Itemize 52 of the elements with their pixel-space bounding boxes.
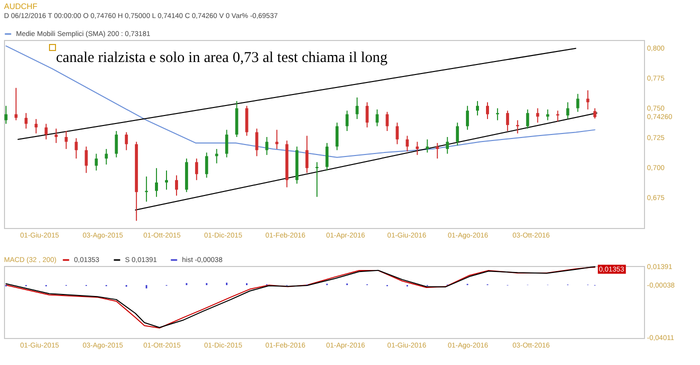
candlestick	[195, 158, 198, 181]
candlestick	[305, 135, 308, 174]
candlestick	[175, 174, 178, 196]
candlestick	[506, 110, 510, 132]
candlestick	[104, 148, 108, 166]
candlestick	[205, 152, 208, 178]
candlestick	[416, 141, 419, 156]
candlestick	[406, 135, 409, 152]
candlestick	[566, 102, 570, 120]
candlestick	[54, 128, 58, 144]
candlestick	[576, 93, 580, 112]
candlestick	[74, 138, 78, 160]
candlestick	[84, 146, 88, 174]
candlestick	[255, 128, 258, 157]
candlestick	[376, 108, 379, 127]
candlestick	[114, 130, 118, 158]
candlestick	[165, 170, 168, 190]
candlestick	[466, 105, 469, 130]
candlestick	[536, 108, 540, 124]
candlestick	[446, 136, 449, 154]
candlestick	[586, 90, 590, 110]
candlestick	[476, 100, 479, 116]
candlestick	[386, 111, 389, 132]
candlestick	[64, 130, 68, 150]
candlestick	[436, 142, 439, 160]
line-series	[6, 45, 596, 158]
candlestick	[44, 123, 48, 140]
candlestick	[24, 112, 28, 130]
candlestick	[556, 110, 560, 122]
annotation: canale rialzista e solo in area 0,73 al test chiama il long	[56, 50, 388, 66]
candlestick	[34, 118, 38, 134]
candlestick	[14, 87, 18, 121]
candlestick	[154, 168, 158, 198]
candlestick	[426, 138, 429, 154]
candlestick	[396, 122, 399, 145]
candlestick	[124, 132, 128, 151]
candlestick	[225, 129, 228, 158]
candlestick	[486, 102, 490, 120]
candlestick	[356, 96, 359, 120]
candlestick	[456, 122, 459, 146]
candlestick	[245, 105, 248, 136]
candlestick	[346, 110, 349, 132]
candlestick	[326, 142, 329, 172]
candlestick	[265, 136, 268, 156]
candlestick	[366, 102, 369, 128]
chart-title: AUDCHF	[4, 2, 38, 11]
candlestick	[336, 122, 339, 151]
candlestick	[94, 153, 98, 172]
candlestick	[593, 108, 596, 120]
candlestick	[4, 105, 8, 124]
candlestick	[526, 108, 530, 130]
candlestick	[546, 108, 550, 121]
